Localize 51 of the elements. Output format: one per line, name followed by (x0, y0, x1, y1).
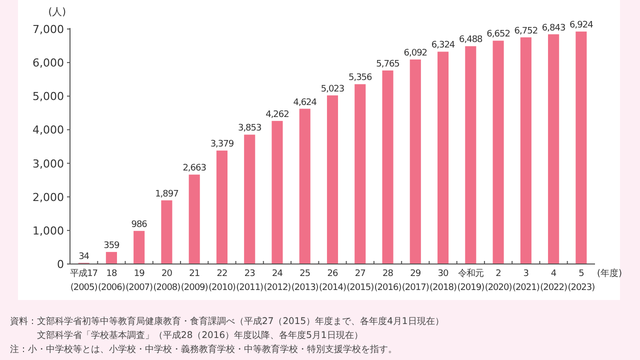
data-label: 4,262 (266, 110, 289, 120)
data-label: 3,853 (238, 124, 262, 134)
x-tick-label: 23 (2011) (236, 269, 264, 293)
x-tick-label: 19 (2007) (126, 269, 153, 293)
data-label: 6,092 (404, 48, 428, 58)
data-label: 4,624 (293, 98, 318, 108)
data-label: 6,324 (431, 40, 456, 51)
x-tick-label: 5 (2023) (568, 269, 595, 293)
x-tick-label: 28 (2016) (374, 269, 402, 293)
y-tick-label: 1,000 (32, 224, 64, 238)
data-label: 5,356 (348, 73, 373, 84)
x-tick-label: 令和元 (2019) (457, 268, 484, 293)
data-label: 1,897 (155, 189, 178, 200)
data-label: 359 (104, 240, 120, 251)
x-tick-label: 30 (2018) (430, 269, 456, 293)
data-label: 6,924 (570, 20, 594, 31)
data-label: 6,752 (514, 26, 538, 36)
data-label: 986 (131, 220, 148, 230)
y-tick-label: 5,000 (32, 90, 64, 104)
data-label: 6,843 (542, 23, 566, 34)
x-tick-label: 26 (2014) (319, 269, 346, 293)
y-tick-label: 6,000 (32, 56, 64, 70)
y-tick-label: 3,000 (32, 157, 64, 170)
data-label: 2,663 (182, 164, 206, 174)
y-tick-label: 2,000 (32, 190, 64, 204)
x-tick-label: 21 (2009) (180, 269, 208, 293)
data-label: 3,379 (210, 140, 234, 150)
y-tick-label: 4,000 (32, 124, 64, 137)
x-tick-label: 3 (2021) (512, 269, 540, 293)
y-tick-label: 7,000 (32, 23, 64, 36)
x-tick-label: 4 (2022) (540, 269, 568, 293)
x-axis-title: (年度) (597, 268, 622, 279)
x-tick-label: 29 (2017) (402, 269, 429, 293)
x-tick-label: 24 (2012) (264, 269, 291, 293)
text: 文部科学省「学校基本調査」（平成28（2016）年度以降、各年度5月1日現在） (10, 330, 363, 341)
data-label: 6,488 (459, 35, 484, 46)
x-tick-label: 2 (2020) (484, 269, 512, 293)
x-tick-label: 22 (2010) (208, 269, 236, 293)
data-label: 5,765 (376, 59, 400, 70)
x-tick-label: 平成17 (2005) (70, 268, 98, 293)
text: 注：小・中学校等とは、小学校・中学校・義務教育学校・中等教育学校・特別支援学校を指す。 (10, 344, 397, 355)
y-axis-title: (人) (48, 7, 66, 18)
data-label: 34 (78, 252, 90, 262)
data-label: 5,023 (320, 84, 344, 94)
x-tick-label: 27 (2015) (346, 269, 374, 293)
x-tick-label: 25 (2013) (291, 269, 318, 293)
y-tick-label: 0 (57, 258, 64, 271)
text: 資料：文部科学省初等中等教育局健康教育・食育課調べ（平成27（2015）年度まで、各年度4月1日現在） (10, 316, 444, 327)
data-label: 6,652 (486, 30, 510, 40)
x-tick-label: 20 (2008) (153, 269, 180, 293)
x-tick-label: 18 (2006) (98, 269, 125, 293)
